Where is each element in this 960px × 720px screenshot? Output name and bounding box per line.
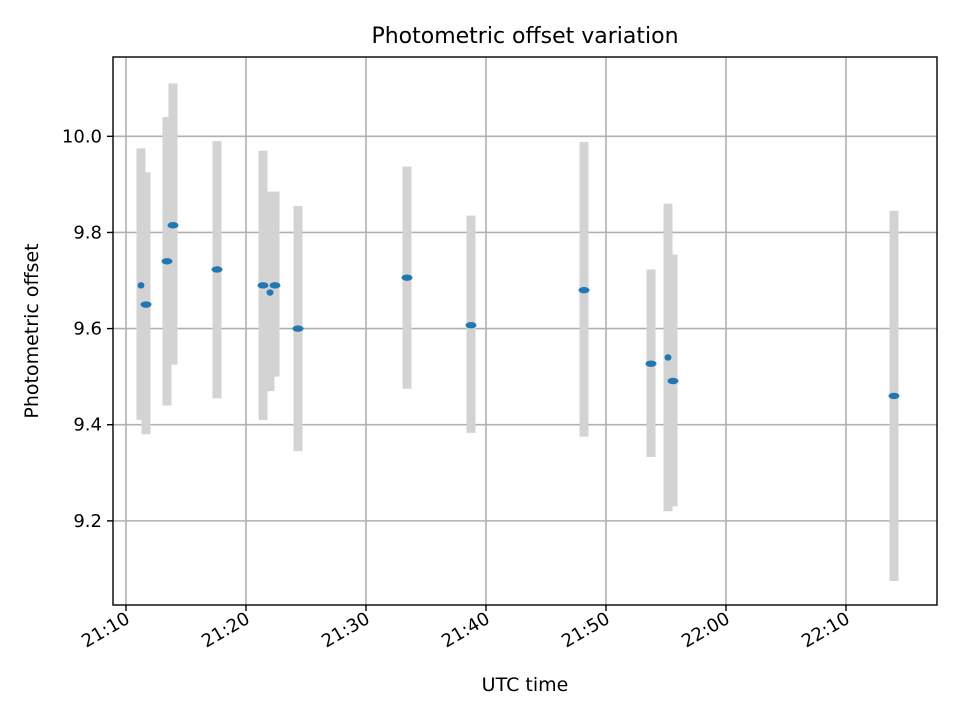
x-axis-ticks: 21:10 21:20 21:30 21:40 21:50 22:00 22:10 bbox=[78, 605, 854, 652]
x-tick-label: 21:20 bbox=[198, 608, 253, 652]
x-tick-label: 22:00 bbox=[678, 608, 733, 652]
data-point bbox=[667, 377, 679, 385]
x-tick-label: 22:10 bbox=[798, 608, 853, 652]
data-point bbox=[292, 325, 304, 332]
y-axis-label: Photometric offset bbox=[21, 243, 43, 418]
x-axis-label: UTC time bbox=[482, 674, 569, 696]
data-point bbox=[664, 354, 672, 361]
plot-frame bbox=[112, 56, 938, 606]
plot-background bbox=[113, 57, 937, 605]
grid bbox=[113, 57, 937, 605]
x-tick-label: 21:30 bbox=[318, 608, 373, 652]
data-points bbox=[137, 222, 900, 400]
y-tick-label: 9.2 bbox=[73, 511, 102, 532]
data-point bbox=[161, 258, 173, 265]
y-axis-ticks: 9.2 9.4 9.6 9.8 10.0 bbox=[62, 126, 113, 532]
data-point bbox=[257, 282, 269, 289]
data-point bbox=[645, 360, 657, 367]
y-tick-label: 9.8 bbox=[73, 222, 102, 243]
y-tick-label: 9.4 bbox=[73, 415, 102, 436]
data-point bbox=[266, 289, 274, 296]
y-tick-label: 10.0 bbox=[62, 126, 102, 147]
data-point bbox=[465, 322, 477, 329]
data-point bbox=[167, 222, 179, 229]
x-tick-label: 21:50 bbox=[558, 608, 613, 652]
y-tick-label: 9.6 bbox=[73, 319, 102, 340]
data-point bbox=[888, 392, 900, 400]
data-point bbox=[578, 286, 590, 294]
data-point bbox=[401, 274, 413, 281]
chart-title: Photometric offset variation bbox=[371, 24, 678, 49]
data-point bbox=[137, 282, 145, 289]
data-point bbox=[140, 301, 152, 308]
x-tick-label: 21:10 bbox=[78, 608, 133, 652]
x-tick-label: 21:40 bbox=[438, 608, 493, 652]
data-point bbox=[269, 282, 281, 289]
data-point bbox=[211, 266, 223, 273]
